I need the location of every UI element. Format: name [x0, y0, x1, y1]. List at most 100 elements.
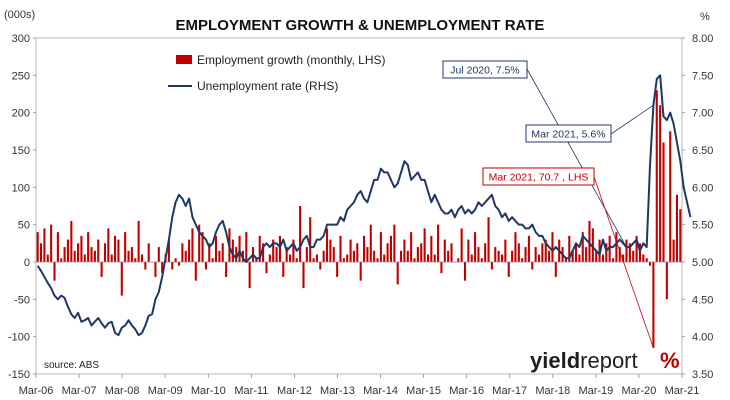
bar: [416, 247, 419, 262]
bar: [669, 131, 672, 262]
y-left-tick-label: 50: [18, 220, 30, 232]
bar: [235, 247, 238, 262]
bar: [655, 90, 658, 263]
bar: [288, 254, 292, 262]
bar: [305, 247, 308, 262]
bar: [198, 224, 201, 262]
bar: [278, 235, 281, 262]
bar: [117, 239, 120, 262]
bar: [265, 262, 268, 274]
x-tick-label: Mar-11: [234, 385, 268, 397]
y-right-tick-label: 7.50: [692, 70, 713, 82]
y-axis-left: 300 250 200 150 100 50 0 -50 -100 -150: [8, 33, 36, 381]
bar: [66, 239, 70, 262]
bar: [262, 243, 265, 262]
bar: [548, 250, 551, 262]
bar: [63, 247, 66, 262]
bar: [507, 262, 510, 277]
x-tick-label: Mar-06: [19, 385, 54, 397]
bar: [339, 235, 342, 262]
y-left-tick-label: 100: [12, 182, 30, 194]
brand-logo: yieldreport %: [530, 348, 680, 373]
bar: [494, 247, 497, 262]
bar: [601, 254, 604, 262]
bar: [588, 220, 591, 262]
bar: [420, 243, 423, 262]
bar: [551, 232, 554, 262]
bar: [447, 250, 450, 262]
brand-percent-icon: %: [660, 348, 680, 373]
bar: [500, 254, 504, 262]
bar: [275, 247, 278, 262]
bar: [659, 105, 662, 262]
x-tick-label: Mar-19: [578, 385, 613, 397]
bar: [110, 254, 113, 262]
bar: [208, 243, 211, 262]
bar: [521, 258, 524, 262]
annotation-text-mar-2021-growth: Mar 2021, 70.7 , LHS: [489, 172, 589, 184]
x-tick-label: Mar-18: [535, 385, 570, 397]
annotations: Jul 2020, 7.5% Mar 2021, 5.6% Mar 2021, …: [442, 60, 654, 349]
annotation-jul-2020: Jul 2020, 7.5%: [442, 60, 627, 248]
bar: [322, 250, 325, 262]
y-left-tick-label: -150: [8, 369, 30, 381]
bar: [346, 254, 349, 262]
y-right-tick-label: 8.00: [692, 33, 713, 45]
y-right-tick-label: 4.00: [692, 332, 713, 344]
x-tick-label: Mar-15: [406, 385, 441, 397]
bar: [140, 254, 144, 262]
legend-label-unemployment-rate: Unemployment rate (RHS): [197, 79, 338, 93]
bar: [60, 258, 63, 262]
bar: [309, 217, 312, 262]
y-right-tick-label: 6.00: [692, 182, 713, 194]
chart-title: EMPLOYMENT GROWTH & UNEMPLOYMENT RATE: [176, 17, 545, 34]
y-axis-right: 8.00 7.50 7.00 6.50 6.00 5.50 5.00 4.50 4.00 3.50: [682, 33, 713, 381]
bar: [204, 262, 207, 270]
bar: [470, 254, 473, 262]
bar: [527, 235, 530, 262]
bar: [564, 258, 567, 262]
bar: [124, 232, 127, 262]
bar: [53, 262, 56, 281]
bar: [608, 235, 611, 262]
bar: [127, 250, 130, 262]
bar: [611, 258, 615, 262]
bar: [356, 243, 359, 262]
bar: [595, 250, 598, 262]
y-left-tick-label: 250: [12, 70, 30, 82]
bar: [80, 235, 83, 262]
bar: [342, 258, 345, 262]
bar: [534, 247, 537, 262]
bar: [285, 247, 288, 262]
bar: [245, 232, 248, 262]
bar: [642, 254, 645, 262]
bar: [581, 232, 584, 262]
bar: [632, 250, 635, 262]
bar: [487, 217, 490, 262]
x-tick-label: Mar-12: [277, 385, 312, 397]
bar: [167, 239, 170, 262]
bar: [679, 209, 682, 262]
bar: [100, 262, 103, 277]
bar: [662, 142, 665, 262]
bar: [440, 262, 443, 274]
bar: [480, 258, 483, 262]
bar: [457, 258, 460, 262]
unemployment-rate-line: [36, 74, 692, 337]
bar: [484, 243, 487, 262]
bar: [406, 250, 409, 262]
y-left-tick-label: 200: [12, 108, 30, 120]
bar: [161, 262, 164, 274]
bar: [83, 254, 86, 262]
bar: [268, 254, 271, 262]
bar: [383, 254, 386, 262]
bar: [426, 254, 430, 262]
bar: [77, 243, 80, 262]
y-left-tick-label: 300: [12, 33, 30, 45]
bar: [114, 235, 117, 262]
bar: [319, 262, 322, 270]
bar: [396, 262, 399, 285]
bar: [191, 228, 194, 262]
bar: [618, 247, 621, 262]
